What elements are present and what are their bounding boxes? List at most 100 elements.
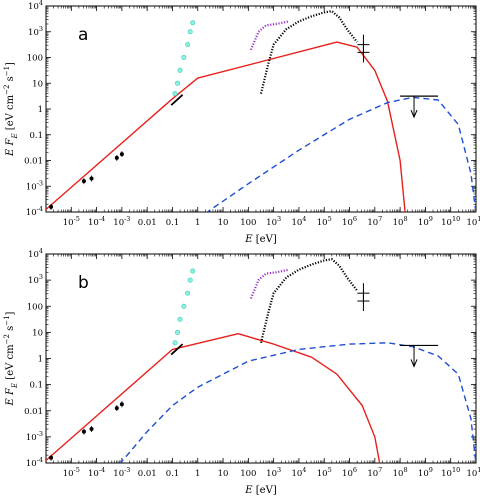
x-tick-label: 0.1 xyxy=(166,218,180,228)
cyan-point xyxy=(181,54,187,60)
plot-frame xyxy=(45,5,477,213)
y-tick-label: 103 xyxy=(28,25,43,38)
panel-letter: b xyxy=(78,273,89,293)
x-tick-label: 108 xyxy=(393,466,408,479)
radio-point xyxy=(81,429,86,434)
x-tick-label: 109 xyxy=(418,215,433,228)
radio-point xyxy=(119,152,124,157)
y-tick-label: 10-3 xyxy=(26,430,43,443)
x-tick-label: 1 xyxy=(195,469,200,479)
x-tick-label: 105 xyxy=(317,466,332,479)
cyan-point xyxy=(187,29,193,35)
x-tick-label: 103 xyxy=(266,466,281,479)
x-tick-label: 107 xyxy=(367,466,382,479)
series-line-dotted-3 xyxy=(249,268,290,299)
y-tick-label: 10-3 xyxy=(26,179,43,192)
y-tick-label: 0.01 xyxy=(24,157,43,167)
x-tick-label: 0.01 xyxy=(138,469,157,479)
x-tick-label: 108 xyxy=(393,215,408,228)
cyan-point xyxy=(177,67,183,73)
cyan-point xyxy=(181,303,187,309)
series-line-dotted-2 xyxy=(259,258,358,344)
x-tick-label: 103 xyxy=(266,215,281,228)
series-line-solid-0 xyxy=(46,41,406,212)
radio-point xyxy=(119,402,124,407)
x-tick-label: 10-4 xyxy=(88,466,105,479)
series-line-dashed-1 xyxy=(119,342,476,463)
plot-area xyxy=(46,258,476,463)
cyan-point xyxy=(175,329,181,335)
x-tick-label: 10-3 xyxy=(113,215,130,228)
y-tick-label: 0.1 xyxy=(29,131,43,141)
cyan-point xyxy=(187,277,193,283)
y-axis-label: E FE [eV cm−2 s−1] xyxy=(3,62,19,157)
radio-point xyxy=(114,155,119,160)
x-tick-label: 1010 xyxy=(441,466,460,479)
y-tick-label: 100 xyxy=(27,302,43,312)
radio-point xyxy=(49,455,54,460)
x-axis-label: E [eV] xyxy=(244,485,277,496)
x-tick-label: 1010 xyxy=(441,215,460,228)
cyan-point xyxy=(190,20,196,26)
x-tick-label: 10-5 xyxy=(63,215,80,228)
x-tick-label: 1 xyxy=(195,218,200,228)
x-tick-label: 104 xyxy=(291,466,306,479)
series-line-dashed-1 xyxy=(206,96,476,212)
x-tick-label: 105 xyxy=(317,215,332,228)
x-tick-label: 100 xyxy=(240,218,256,228)
radio-point xyxy=(114,406,119,411)
x-tick-label: 107 xyxy=(367,215,382,228)
y-tick-label: 0.1 xyxy=(29,381,43,391)
x-tick-label: 10 xyxy=(218,218,229,228)
y-tick-label: 100 xyxy=(27,54,43,64)
cyan-point xyxy=(172,340,178,346)
y-tick-label: 0.01 xyxy=(24,407,43,417)
y-tick-label: 1 xyxy=(38,105,43,115)
chart-panel-b: 10-5 10-4 10-3 0.01 0.1 1 10 100 103 104 105 106 107… xyxy=(3,247,480,496)
x-tick-label: 0.01 xyxy=(138,218,157,228)
series-line-dotted-3 xyxy=(249,20,290,51)
series-line-solid-0 xyxy=(46,333,381,463)
y-tick-label: 10 xyxy=(32,328,43,338)
x-tick-label: 104 xyxy=(291,215,306,228)
x-tick-label: 10-5 xyxy=(63,466,80,479)
cyan-point xyxy=(177,316,183,322)
x-tick-label: 10-3 xyxy=(113,466,130,479)
plot-area xyxy=(46,10,476,212)
cyan-point xyxy=(190,268,196,274)
optical-segment xyxy=(170,94,184,106)
series-line-dotted-2 xyxy=(259,10,358,94)
cyan-point xyxy=(185,290,191,296)
y-tick-label: 1 xyxy=(38,355,43,365)
panel-letter: a xyxy=(78,25,88,45)
x-tick-label: 10-4 xyxy=(88,215,105,228)
x-tick-label: 100 xyxy=(240,469,256,479)
cyan-point xyxy=(175,80,181,86)
x-tick-label: 0.1 xyxy=(166,469,180,479)
radio-point xyxy=(49,204,54,209)
y-tick-label: 10-4 xyxy=(26,205,43,218)
x-tick-label: 106 xyxy=(342,466,357,479)
y-axis-label: E FE [eV cm−2 s−1] xyxy=(3,311,19,406)
cyan-point xyxy=(172,91,178,97)
upper-limit-arrow-head xyxy=(410,359,418,368)
radio-point xyxy=(81,179,86,184)
y-tick-label: 104 xyxy=(28,247,43,260)
x-tick-label: 106 xyxy=(342,215,357,228)
radio-point xyxy=(89,427,94,432)
x-axis-label: E [eV] xyxy=(244,234,277,245)
cyan-point xyxy=(185,42,191,48)
upper-limit-arrow-head xyxy=(410,109,418,119)
y-tick-label: 10-4 xyxy=(26,456,43,469)
y-tick-label: 104 xyxy=(28,0,43,12)
chart-panel-a: 10-5 10-4 10-3 0.01 0.1 1 10 100 103 104 105 106 107… xyxy=(3,0,480,245)
y-tick-label: 10 xyxy=(32,79,43,89)
x-tick-label: 109 xyxy=(418,466,433,479)
x-tick-label: 10 xyxy=(218,469,229,479)
radio-point xyxy=(89,176,94,181)
optical-segment xyxy=(170,343,184,356)
y-tick-label: 103 xyxy=(28,273,43,286)
